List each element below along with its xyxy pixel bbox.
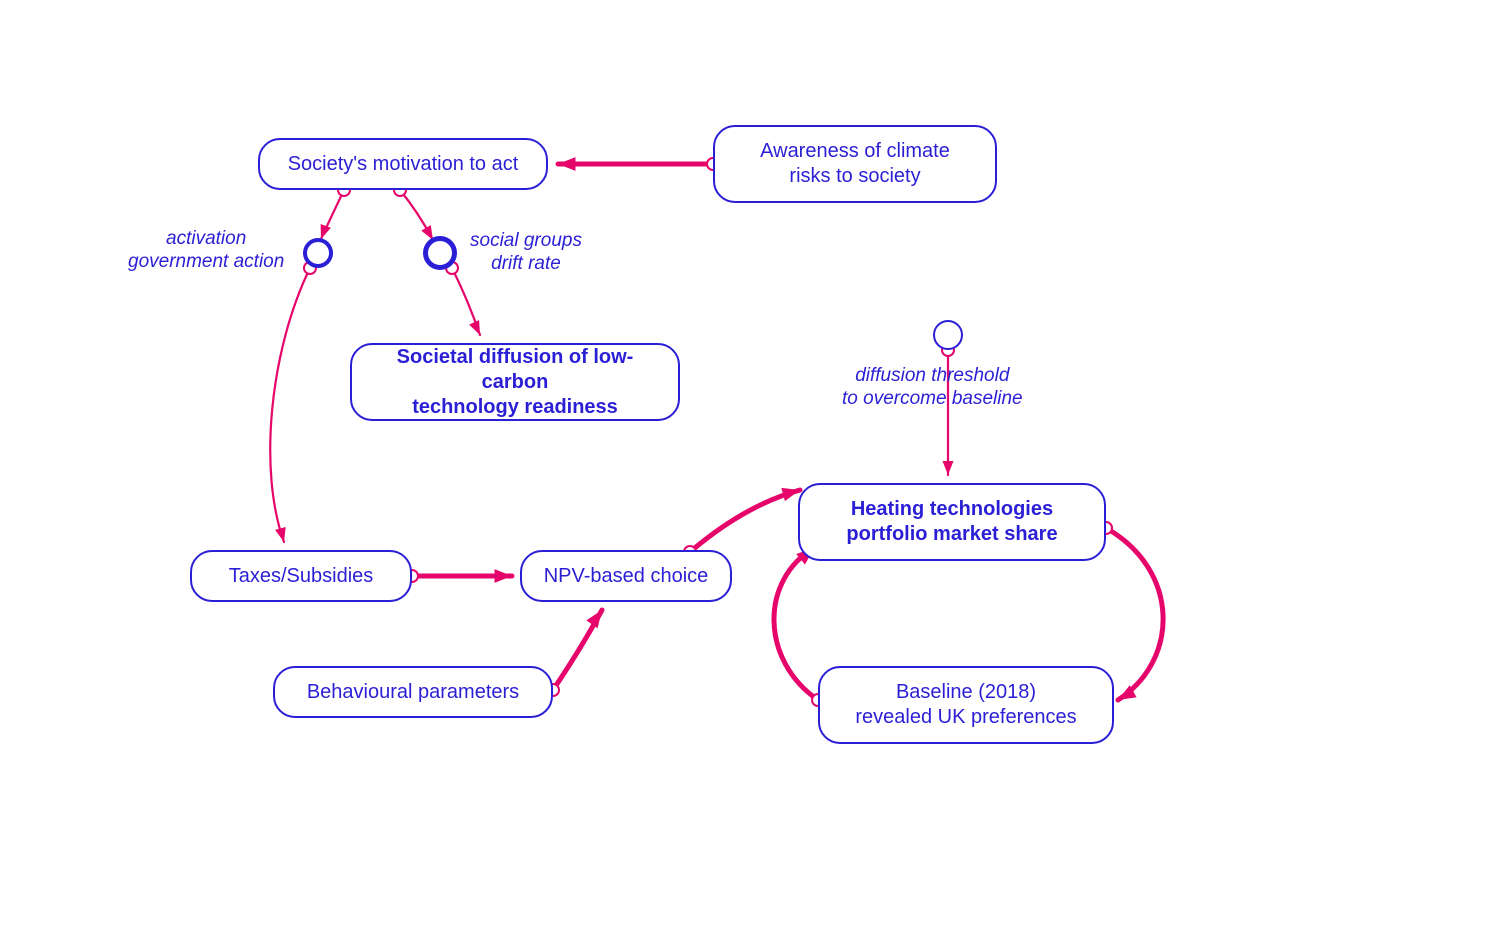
node-awareness-label: Awareness of climate risks to society [760,139,950,189]
node-taxes: Taxes/Subsidies [190,550,412,602]
label-drift: social groups drift rate [470,230,582,276]
node-baseline: Baseline (2018) revealed UK preferences [818,666,1114,744]
node-behavioural-label: Behavioural parameters [307,680,519,705]
edge-gov-to-taxes [270,262,316,542]
hub-gov [303,238,333,268]
hub-threshold [933,320,963,350]
node-taxes-label: Taxes/Subsidies [229,564,374,589]
hub-drift [423,236,457,270]
edge-behavioural-to-npv [547,610,602,696]
node-baseline-label: Baseline (2018) revealed UK preferences [855,680,1076,730]
edge-motivation-to-gov [321,184,350,239]
label-threshold: diffusion threshold to overcome baseline [842,365,1023,411]
node-npv: NPV-based choice [520,550,732,602]
node-awareness: Awareness of climate risks to society [713,125,997,203]
edge-baseline-to-heating [774,548,824,706]
edge-taxes-to-npv [406,569,512,583]
node-npv-label: NPV-based choice [544,564,709,589]
edge-awareness-to-motivation [558,157,719,171]
node-diffusion: Societal diffusion of low-carbon technol… [350,343,680,421]
diagram-canvas: Awareness of climate risks to society Soc… [0,0,1496,948]
label-gov: activation government action [128,228,284,274]
edge-npv-to-heating [684,488,800,558]
node-behavioural: Behavioural parameters [273,666,553,718]
node-heating-label: Heating technologies portfolio market sh… [846,497,1057,547]
edge-motivation-to-drift [394,184,433,240]
node-heating: Heating technologies portfolio market sh… [798,483,1106,561]
node-motivation-label: Society's motivation to act [288,152,519,177]
node-diffusion-label: Societal diffusion of low-carbon technol… [366,345,664,420]
edge-heating-to-baseline [1100,522,1163,700]
node-motivation: Society's motivation to act [258,138,548,190]
